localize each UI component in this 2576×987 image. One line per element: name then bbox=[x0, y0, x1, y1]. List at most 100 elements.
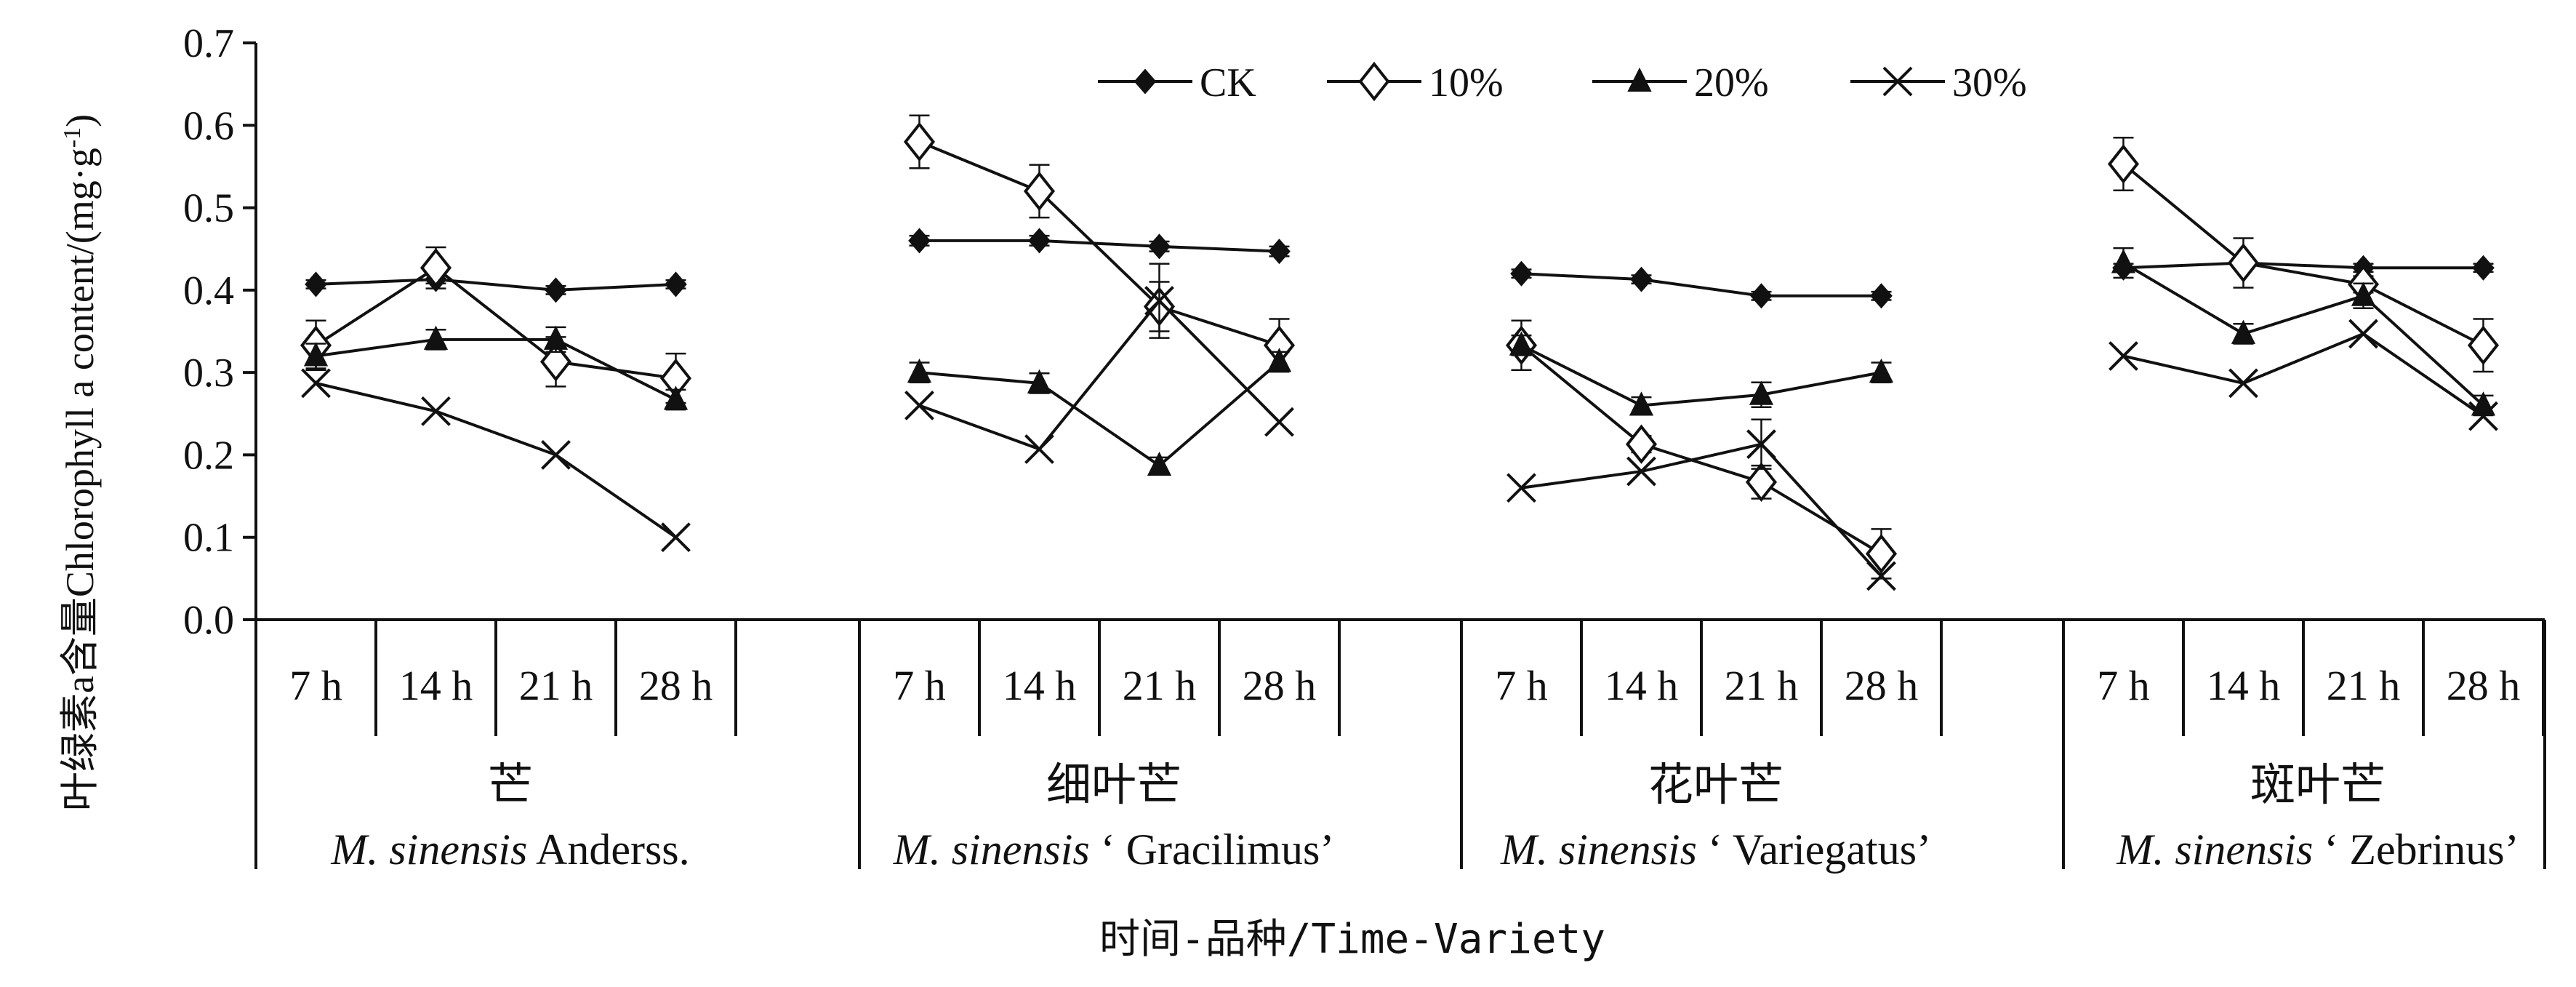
data-point bbox=[1750, 283, 1773, 309]
data-point bbox=[1024, 434, 1054, 464]
y-tick-label: 0.6 bbox=[183, 103, 234, 148]
data-point bbox=[1264, 407, 1294, 437]
data-point bbox=[663, 385, 689, 410]
x-stroke bbox=[2348, 319, 2378, 349]
series-line bbox=[2123, 332, 2484, 417]
x-stroke bbox=[1882, 66, 1913, 97]
data-point bbox=[420, 248, 452, 288]
data-point bbox=[1870, 283, 1893, 309]
data-point bbox=[305, 271, 327, 297]
data-point bbox=[303, 342, 329, 367]
variety-name-en-rest: ‘ Gracilimus’ bbox=[1090, 826, 1335, 874]
y-tick-label: 0.0 bbox=[183, 598, 234, 643]
series-line bbox=[2123, 261, 2484, 270]
data-point bbox=[903, 121, 936, 162]
legend: CK 10% 20% 30% bbox=[1098, 60, 2027, 105]
data-point bbox=[1506, 473, 1536, 503]
variety-name-en: M. sinensis ‘ Variegatus’ bbox=[1500, 826, 1931, 874]
data-point bbox=[543, 325, 569, 350]
y-ticks: 0.0 0.1 0.2 0.3 0.4 0.5 0.6 0.7 bbox=[183, 21, 256, 643]
time-label: 14 h bbox=[1003, 662, 1077, 709]
x-stroke bbox=[1626, 456, 1656, 487]
data-point bbox=[2108, 341, 2138, 371]
data-point bbox=[1028, 228, 1051, 254]
variety-name-en-rest: Anderss. bbox=[527, 826, 689, 874]
series-line bbox=[919, 239, 1280, 253]
y-axis-label-main: 叶绿素a含量Chlorophyll a content/(mg·g bbox=[58, 148, 102, 811]
y-tick-label: 0.4 bbox=[183, 268, 234, 313]
data-point bbox=[1144, 286, 1174, 316]
time-label: 28 h bbox=[1243, 662, 1317, 709]
data-point bbox=[545, 277, 567, 303]
legend-label: 30% bbox=[1952, 60, 2027, 105]
data-point bbox=[2107, 144, 2140, 184]
axes bbox=[254, 43, 2545, 621]
variety-name-en: M. sinensis Anderss. bbox=[330, 826, 689, 874]
y-axis-label-close: ) bbox=[58, 114, 102, 127]
variety-name-cn: 细叶芒 bbox=[1046, 761, 1181, 810]
legend-label: CK bbox=[1200, 60, 1256, 105]
series-line bbox=[1521, 442, 1882, 578]
data-point bbox=[2467, 325, 2500, 365]
data-point bbox=[1625, 424, 1658, 464]
data-point bbox=[1630, 266, 1653, 292]
legend-label: 20% bbox=[1694, 60, 1769, 105]
legend-marker bbox=[1358, 61, 1390, 102]
time-label: 7 h bbox=[2097, 662, 2150, 709]
x-categories: 7 h 14 h 21 h 28 h 芒 M. sinensis Anderss. 7 h 1… bbox=[254, 620, 2546, 874]
variety-name-cn: 芒 bbox=[488, 761, 533, 810]
data-point bbox=[907, 358, 932, 383]
data-point bbox=[1268, 239, 1291, 265]
data-point bbox=[1865, 534, 1898, 574]
data-point bbox=[2472, 255, 2495, 281]
data-point bbox=[1147, 451, 1172, 476]
x-stroke bbox=[661, 522, 691, 553]
x-stroke bbox=[2108, 341, 2138, 371]
data-point bbox=[2231, 319, 2256, 344]
data-point bbox=[1267, 348, 1292, 372]
x-axis-label: 时间-品种/Time-Variety bbox=[1099, 916, 1605, 963]
series-line bbox=[1520, 343, 1882, 407]
x-stroke bbox=[904, 391, 934, 420]
series-line bbox=[316, 381, 677, 539]
series-line bbox=[316, 278, 676, 292]
data-point bbox=[421, 396, 451, 426]
y-axis-label-sup: -1 bbox=[59, 127, 86, 148]
x-stroke bbox=[2228, 368, 2258, 399]
series-10pct bbox=[300, 114, 2500, 580]
y-tick-label: 0.1 bbox=[183, 516, 234, 561]
series-line bbox=[2122, 162, 2484, 347]
x-stroke bbox=[1264, 407, 1294, 437]
y-tick-label: 0.3 bbox=[183, 351, 234, 396]
data-point bbox=[1626, 456, 1656, 487]
legend-marker bbox=[1882, 66, 1913, 97]
data-point bbox=[2348, 319, 2378, 349]
variety-name-en-rest: ‘ Zebrinus’ bbox=[2313, 826, 2519, 874]
data-point bbox=[2351, 281, 2376, 306]
x-stroke bbox=[1866, 561, 1896, 591]
time-label: 14 h bbox=[1605, 662, 1679, 709]
data-point bbox=[541, 440, 571, 470]
data-point bbox=[1510, 260, 1533, 287]
legend-item: 10% bbox=[1327, 60, 1504, 105]
variety-name-en-rest: ‘ Variegatus’ bbox=[1697, 826, 1931, 874]
axis-labels: 叶绿素a含量Chlorophyll a content/(mg·g-1) 时间-… bbox=[58, 114, 1605, 963]
series-20pct bbox=[303, 247, 2496, 476]
data-point bbox=[1509, 331, 1534, 356]
y-tick-label: 0.2 bbox=[183, 433, 234, 478]
x-stroke bbox=[1506, 473, 1536, 503]
y-axis-label: 叶绿素a含量Chlorophyll a content/(mg·g-1) bbox=[58, 114, 102, 811]
time-label: 21 h bbox=[1725, 662, 1799, 709]
data-point bbox=[2228, 368, 2258, 399]
time-label: 14 h bbox=[399, 662, 473, 709]
x-stroke bbox=[1024, 434, 1054, 464]
data-point bbox=[423, 325, 449, 350]
time-label: 7 h bbox=[1495, 662, 1548, 709]
x-stroke bbox=[1746, 429, 1776, 460]
legend-item: 30% bbox=[1850, 60, 2027, 105]
time-label: 21 h bbox=[1123, 662, 1197, 709]
legend-item: CK bbox=[1098, 60, 1256, 105]
y-tick-label: 0.5 bbox=[183, 186, 234, 231]
series-30pct bbox=[301, 263, 2498, 591]
data-point bbox=[1745, 462, 1778, 503]
